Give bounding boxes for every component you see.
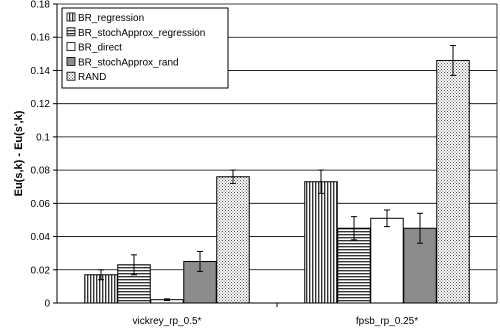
legend-swatch: [66, 12, 76, 22]
bar: [436, 59, 470, 304]
y-tick-label: 0.08: [31, 166, 51, 177]
legend: BR_regression BR_stochApprox_regression BR…: [61, 7, 229, 89]
bar: [370, 217, 404, 304]
y-tick-label: 0.16: [31, 33, 51, 44]
y-tick-label: 0: [44, 299, 50, 310]
legend-label: BR_direct: [78, 43, 122, 54]
legend-swatch: [66, 42, 76, 51]
legend-label: RAND: [78, 72, 106, 83]
y-tick-label: 0.04: [31, 232, 51, 243]
y-tick-label: 0.02: [31, 265, 51, 276]
legend-label: BR_regression: [78, 13, 144, 24]
x-tick-label: vickrey_rp_0.5*: [133, 316, 202, 327]
legend-label: BR_stochApprox_rand: [78, 57, 179, 68]
x-tick-label: fpsb_rp_0.25*: [356, 316, 418, 327]
y-tick-label: 0.06: [31, 199, 51, 210]
bar: [216, 176, 250, 304]
legend-label: BR_stochApprox_regression: [78, 28, 205, 39]
y-tick-label: 0.1: [36, 132, 50, 143]
y-tick-label: 0.12: [31, 99, 51, 110]
y-tick-label: 0.14: [31, 66, 51, 77]
legend-swatch: [66, 57, 76, 66]
bar: [304, 181, 338, 304]
legend-swatch: [66, 27, 76, 37]
legend-swatch: [66, 71, 76, 81]
legend-box: [61, 7, 229, 89]
y-tick-label: 0.18: [31, 0, 51, 11]
y-axis-title: Eu(s,k) - Eu(s',k): [13, 110, 25, 196]
